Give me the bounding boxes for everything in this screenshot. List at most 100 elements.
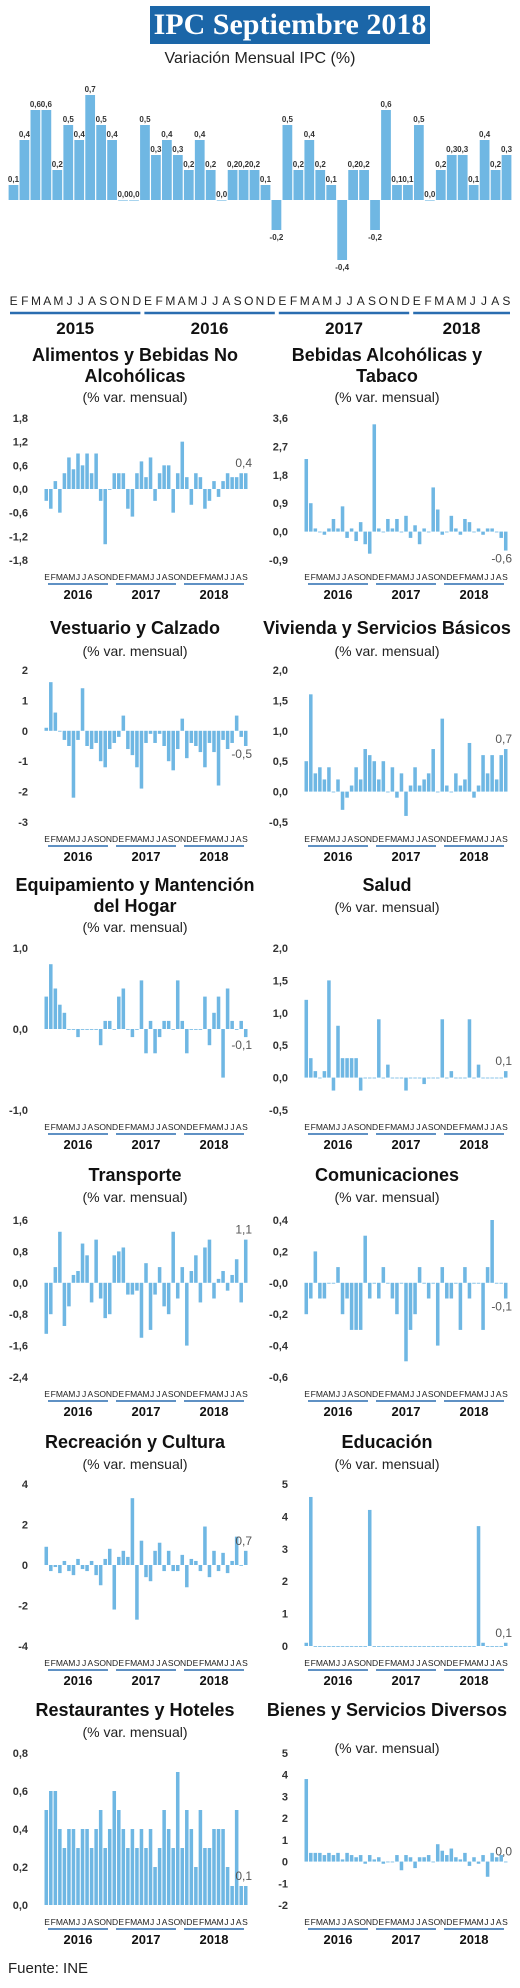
- y-tick-label: 0: [22, 1560, 28, 1572]
- month-tick-label: S: [168, 1658, 174, 1668]
- bar: [485, 773, 490, 792]
- month-tick-label: M: [130, 834, 137, 844]
- bar: [413, 1282, 417, 1315]
- bar: [413, 1646, 417, 1647]
- bar: [327, 528, 331, 532]
- bar: [225, 1565, 230, 1574]
- month-tick-label: N: [106, 1917, 112, 1927]
- month-tick-label: N: [180, 1122, 186, 1132]
- bar: [386, 1646, 390, 1647]
- month-tick-label: J: [484, 1658, 488, 1668]
- bar: [318, 1852, 322, 1862]
- equipamiento-chart: 1,00,0-1,0-0,1E F M A M J J A S O N D E F M A M J J A S O N D E F…: [9, 943, 252, 1152]
- month-tick-label: M: [130, 572, 137, 582]
- year-label: 2016: [64, 587, 93, 602]
- month-tick-label: O: [174, 1389, 181, 1399]
- y-tick-label: 0,6: [13, 460, 28, 472]
- bar: [372, 1077, 377, 1079]
- panel-unit-transporte: (% var. mensual): [82, 1189, 188, 1205]
- bar: [367, 755, 372, 792]
- ipc-data-label: 0,2: [348, 160, 360, 169]
- bar: [454, 1282, 458, 1284]
- month-tick-label: J: [484, 1122, 488, 1132]
- ipc-bar: [282, 125, 293, 200]
- bar: [112, 1255, 117, 1283]
- bar: [89, 473, 94, 489]
- month-tick-label: A: [63, 1122, 69, 1132]
- ipc-bar: [348, 170, 359, 200]
- month-tick-label: J: [224, 1389, 228, 1399]
- month-tick-label: M: [328, 1917, 335, 1927]
- bar: [367, 1509, 372, 1646]
- bar: [431, 1861, 435, 1863]
- month-tick-label: M: [477, 1917, 484, 1927]
- ipc-bar: [260, 185, 271, 200]
- bar: [121, 988, 126, 1029]
- month-tick-label: M: [204, 1389, 211, 1399]
- bar: [89, 730, 94, 750]
- ipc-data-label: 0,1: [8, 175, 20, 184]
- month-tick-label: N: [366, 572, 372, 582]
- bar: [336, 1646, 340, 1647]
- month-tick-label: D: [372, 572, 378, 582]
- bar: [395, 1282, 399, 1315]
- ipc-data-label: 0,5: [139, 115, 151, 124]
- ipc-data-label: 0,4: [19, 130, 31, 139]
- y-tick-label: -0,4: [269, 1341, 289, 1353]
- bar: [112, 730, 117, 743]
- month-tick-label: A: [88, 1122, 94, 1132]
- bar: [395, 791, 399, 798]
- bar: [408, 1857, 413, 1862]
- bar: [494, 531, 499, 533]
- ipc-data-label: 0,5: [413, 115, 425, 124]
- bar: [53, 1791, 58, 1905]
- bar: [408, 531, 413, 538]
- month-tick-label: M: [477, 1658, 484, 1668]
- bar: [440, 531, 445, 535]
- month-tick-label: J: [342, 1389, 346, 1399]
- bar: [185, 1282, 189, 1346]
- bar: [322, 1282, 327, 1299]
- month-tick-label: S: [502, 1917, 508, 1927]
- y-tick-label: 0: [282, 1857, 288, 1869]
- month-tick-label: J: [342, 834, 346, 844]
- month-tick-label: D: [112, 1122, 118, 1132]
- bar: [331, 1077, 336, 1091]
- month-tick-label: A: [88, 1917, 94, 1927]
- bar: [130, 1498, 135, 1565]
- bar: [80, 1565, 85, 1570]
- bar: [71, 469, 76, 489]
- month-tick-label: S: [428, 1658, 434, 1668]
- month-tick-label: F: [125, 834, 130, 844]
- ipc-bar: [403, 185, 413, 200]
- year-label: 2016: [324, 849, 353, 864]
- bar: [377, 779, 381, 792]
- bar: [135, 1029, 139, 1030]
- month-tick-label: S: [242, 1122, 248, 1132]
- month-tick-label: F: [156, 294, 163, 308]
- month-tick-label: M: [130, 1917, 137, 1927]
- month-tick-label: A: [422, 1917, 428, 1927]
- month-tick-label: J: [490, 1917, 494, 1927]
- bar: [234, 1810, 239, 1905]
- bar: [413, 1077, 417, 1079]
- ipc-data-label: 0,2: [183, 160, 195, 169]
- month-tick-label: M: [477, 1122, 484, 1132]
- bar: [417, 1077, 422, 1079]
- bar: [381, 1646, 386, 1647]
- y-tick-label: -1,6: [9, 1341, 28, 1353]
- month-tick-label: J: [224, 834, 228, 844]
- bar: [449, 1071, 454, 1078]
- bar: [490, 1077, 494, 1079]
- month-tick-label: A: [397, 1122, 403, 1132]
- month-tick-label: M: [328, 1389, 335, 1399]
- year-label: 2018: [200, 849, 229, 864]
- panel-unit-vivienda: (% var. mensual): [334, 643, 440, 659]
- month-tick-label: S: [502, 572, 508, 582]
- month-tick-label: E: [118, 834, 124, 844]
- bar: [198, 1810, 203, 1905]
- bar: [126, 489, 130, 509]
- bar: [239, 1565, 243, 1566]
- month-tick-label: N: [180, 572, 186, 582]
- transporte-chart: 1,60,80,0-0,8-1,6-2,41,1E F M A M J J A S O N D E F M A…: [9, 1215, 252, 1419]
